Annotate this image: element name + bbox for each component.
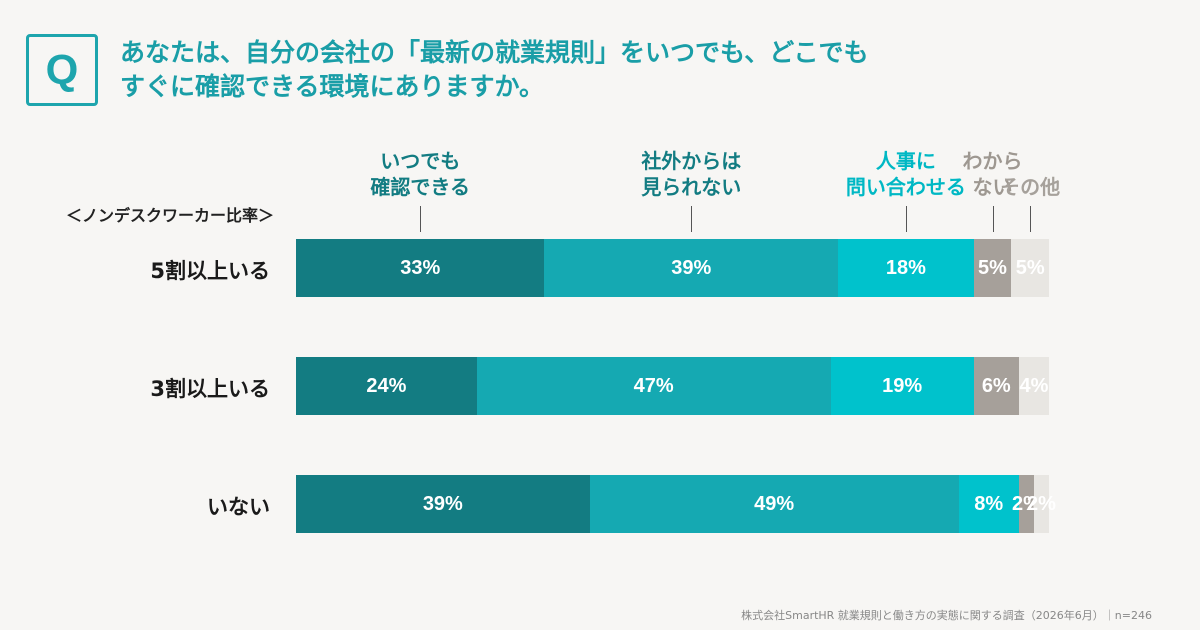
bar-segment: 49% bbox=[589, 475, 959, 533]
bar-segment: 6% bbox=[973, 357, 1019, 415]
data-label: 33% bbox=[400, 256, 441, 279]
series-label: その他 bbox=[1000, 175, 1061, 199]
data-label: 2% bbox=[1011, 492, 1041, 515]
data-label: 5% bbox=[1015, 256, 1045, 279]
bar-segment: 24% bbox=[296, 357, 477, 415]
data-label: 8% bbox=[974, 492, 1004, 515]
legend-tick bbox=[905, 206, 907, 232]
legend-tick bbox=[420, 206, 422, 232]
source-note: 株式会社SmartHR 就業規則と働き方の実態に関する調査（2026年6月）｜n… bbox=[741, 609, 1152, 622]
legend-tick bbox=[1030, 206, 1032, 232]
bar-segment: 5% bbox=[973, 239, 1012, 297]
data-label: 4% bbox=[1019, 374, 1049, 397]
data-label: 18% bbox=[885, 256, 926, 279]
row-label: 3割以上いる bbox=[150, 377, 270, 401]
data-label: 47% bbox=[633, 374, 674, 397]
series-label: 人事に 問い合わせる bbox=[845, 149, 966, 199]
bar-segment: 33% bbox=[296, 239, 545, 297]
data-label: 49% bbox=[754, 492, 795, 515]
bar-segment: 47% bbox=[476, 357, 831, 415]
row-label: 5割以上いる bbox=[150, 259, 270, 283]
data-label: 24% bbox=[366, 374, 407, 397]
chart-subtitle: ＜ノンデスクワーカー比率＞ bbox=[66, 206, 275, 225]
bar-segment: 39% bbox=[296, 475, 590, 533]
data-label: 39% bbox=[671, 256, 712, 279]
data-label: 19% bbox=[882, 374, 923, 397]
series-label: いつでも 確認できる bbox=[370, 149, 471, 199]
bar-segment: 2% bbox=[1012, 475, 1041, 533]
series-label: 社外からは 見られない bbox=[641, 149, 742, 199]
row-label: いない bbox=[207, 495, 270, 519]
question-text: あなたは、自分の会社の「最新の就業規則」をいつでも、どこでも すぐに確認できる環… bbox=[120, 38, 869, 101]
stacked-bar: 24% 47% 19% 6% 4% bbox=[296, 357, 1049, 415]
bar-segment: 18% bbox=[838, 239, 974, 297]
bar-segment: 8% bbox=[958, 475, 1019, 533]
bar-segment: 2% bbox=[1027, 475, 1056, 533]
data-label: 6% bbox=[981, 374, 1011, 397]
data-label: 2% bbox=[1027, 492, 1056, 515]
data-label: 39% bbox=[422, 492, 463, 515]
bar-segment: 39% bbox=[544, 239, 839, 297]
stacked-bar: 33% 39% 18% 5% 5% bbox=[296, 239, 1049, 297]
data-label: 5% bbox=[978, 256, 1007, 279]
bar-segment: 4% bbox=[1018, 357, 1049, 415]
legend-tick bbox=[992, 206, 994, 232]
legend-tick bbox=[691, 206, 693, 232]
question-badge: Q bbox=[26, 34, 98, 106]
stacked-bar: 39% 49% 8% 2% 2% bbox=[296, 475, 1056, 533]
bar-segment: 5% bbox=[1011, 239, 1049, 297]
bar-segment: 19% bbox=[830, 357, 974, 415]
series-label: わから ない bbox=[962, 149, 1023, 199]
